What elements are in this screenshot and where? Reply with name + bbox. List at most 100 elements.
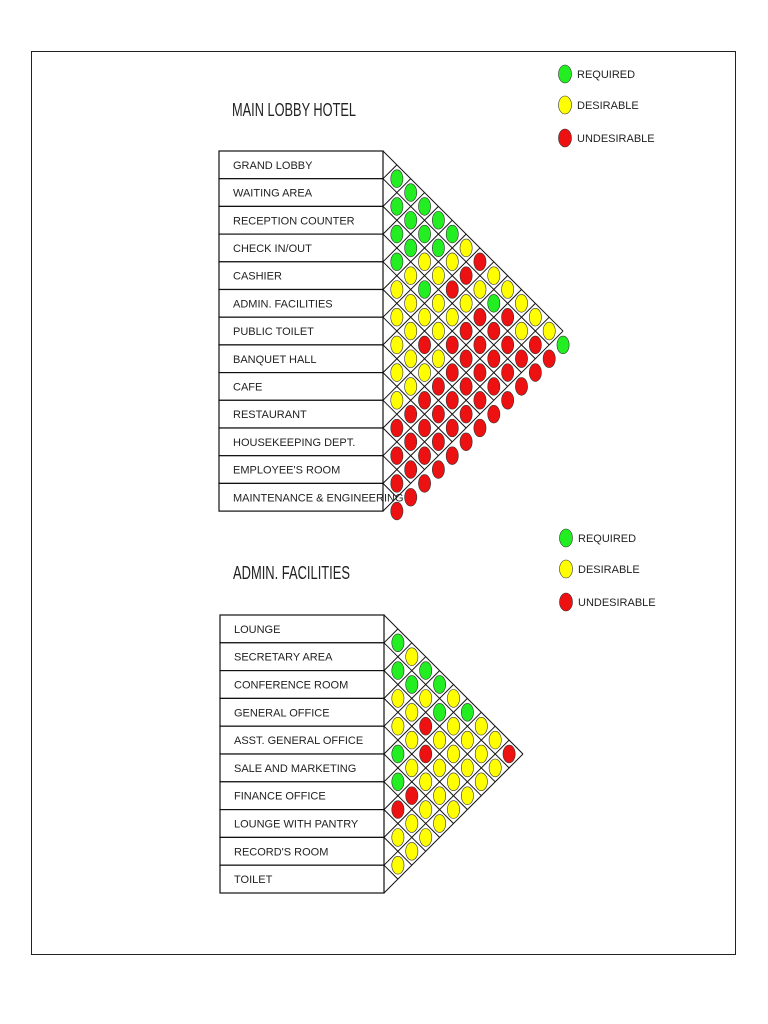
grid-line — [383, 809, 427, 852]
item-label: RECEPTION COUNTER — [233, 215, 355, 227]
relation-dot-undesirable — [419, 744, 433, 764]
item-label: EMPLOYEE'S ROOM — [233, 465, 340, 477]
relation-dot-required — [487, 294, 501, 313]
grid-line — [383, 628, 399, 644]
drawing-sheet — [31, 51, 736, 955]
relation-dot-required — [390, 224, 404, 244]
grid-line — [382, 164, 398, 180]
relation-dot-desirable — [515, 321, 528, 341]
relation-dot-undesirable — [473, 418, 487, 438]
grid-line — [382, 316, 481, 415]
relation-dot-undesirable — [432, 404, 445, 424]
relation-dot-required — [445, 224, 459, 244]
item-box — [219, 669, 385, 699]
relation-dot-undesirable — [418, 391, 431, 410]
relation-dot-undesirable — [473, 252, 487, 271]
relation-dot-undesirable — [432, 460, 445, 479]
item-label: ASST. GENERAL OFFICE — [234, 735, 363, 747]
relation-dot-required — [418, 224, 431, 244]
relation-dot-desirable — [391, 828, 405, 847]
relation-dot-desirable — [447, 772, 460, 791]
relation-dot-desirable — [501, 280, 515, 299]
relation-dot-undesirable — [445, 446, 459, 465]
relation-dot-undesirable — [515, 349, 528, 368]
relation-dot-desirable — [487, 266, 501, 285]
relation-dot-undesirable — [390, 501, 404, 521]
relation-dot-undesirable — [459, 432, 473, 452]
grid-line — [382, 275, 509, 401]
item-label: FINANCE OFFICE — [234, 791, 326, 803]
legend-undesirable-label: UNDESIRABLE — [578, 597, 656, 609]
item-box — [218, 288, 384, 318]
relation-dot-desirable — [474, 717, 488, 736]
relation-dot-undesirable — [501, 391, 515, 410]
relation-dot-desirable — [474, 772, 488, 791]
relation-dot-desirable — [474, 744, 488, 764]
legend-desirable-label: DESIRABLE — [578, 564, 640, 576]
relation-dot-desirable — [488, 730, 502, 750]
relation-dot-desirable — [390, 308, 404, 327]
relation-dot-undesirable — [445, 418, 459, 438]
grid-line — [383, 670, 440, 727]
relation-dot-undesirable — [487, 404, 501, 424]
legend-required-swatch — [559, 528, 573, 548]
legend-desirable-swatch — [558, 95, 572, 115]
relation-dot-desirable — [433, 814, 447, 833]
relation-dot-desirable — [404, 349, 418, 368]
relation-dot-undesirable — [459, 377, 473, 396]
relation-dot-desirable — [404, 266, 418, 285]
relation-dot-desirable — [447, 744, 460, 764]
item-label: PUBLIC TOILET — [233, 326, 314, 338]
item-box — [218, 372, 384, 401]
item-label: HOUSEKEEPING DEPT. — [233, 437, 355, 449]
relation-dot-required — [418, 280, 431, 299]
relation-dot-required — [404, 211, 418, 230]
item-label: MAINTENANCE & ENGINEERING — [233, 492, 404, 504]
relation-dot-desirable — [405, 758, 419, 778]
relation-dot-required — [390, 169, 404, 188]
grid-line — [382, 233, 467, 318]
relation-dot-undesirable — [473, 363, 487, 382]
relation-dot-undesirable — [390, 474, 404, 493]
relation-dot-required — [391, 633, 405, 652]
relation-dot-undesirable — [391, 800, 405, 819]
relation-dot-undesirable — [418, 335, 431, 355]
relation-dot-undesirable — [404, 488, 418, 507]
relation-dot-desirable — [432, 321, 445, 341]
item-label: GRAND LOBBY — [233, 160, 313, 172]
relation-dot-desirable — [404, 294, 418, 313]
item-label: TOILET — [234, 874, 273, 886]
item-box — [219, 614, 385, 644]
relation-dot-undesirable — [528, 363, 542, 382]
relation-dot-desirable — [390, 335, 404, 355]
item-label: CASHIER — [233, 271, 282, 283]
relation-dot-desirable — [405, 814, 419, 833]
item-label: CAFE — [233, 381, 262, 393]
item-box — [218, 427, 384, 457]
relation-dot-desirable — [473, 280, 487, 299]
relation-dot-desirable — [419, 800, 433, 819]
relation-dot-undesirable — [390, 418, 404, 438]
grid-line — [383, 711, 482, 810]
grid-line — [382, 330, 564, 512]
relation-dot-required — [556, 335, 570, 355]
relation-dot-undesirable — [528, 335, 542, 355]
relation-dot-undesirable — [390, 446, 404, 465]
item-box — [218, 482, 384, 512]
grid-line — [382, 302, 536, 457]
grid-line — [383, 698, 468, 783]
item-label: RESTAURANT — [233, 409, 307, 421]
relation-dot-undesirable — [404, 404, 418, 424]
relation-dot-undesirable — [502, 744, 516, 764]
grid-line — [383, 642, 510, 769]
grid-line — [382, 219, 453, 290]
relation-dot-undesirable — [445, 335, 459, 355]
relation-dot-desirable — [390, 391, 404, 410]
relation-dot-desirable — [405, 703, 419, 722]
grid-line — [382, 427, 425, 470]
item-box — [218, 316, 384, 346]
relation-dot-undesirable — [445, 391, 459, 410]
admin-facilities-matrix: ADMIN. FACILITIES REQUIRED DESIRABLE UNDESI… — [219, 528, 656, 894]
item-box — [219, 864, 385, 894]
relation-dot-required — [404, 238, 418, 258]
